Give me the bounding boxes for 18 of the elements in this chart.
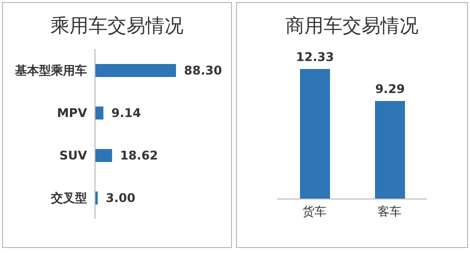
bar xyxy=(95,64,176,77)
data-label: 9.14 xyxy=(111,106,141,120)
chart-title: 商用车交易情况 xyxy=(284,15,420,39)
y-tick-label: SUV xyxy=(59,148,88,163)
y-tick-label: 基本型乘用车 xyxy=(14,64,87,78)
y-tick-label: MPV xyxy=(56,106,88,120)
data-label: 9.29 xyxy=(375,82,405,96)
y-tick-label: 交叉型 xyxy=(50,191,87,206)
bar xyxy=(95,192,98,204)
data-label: 12.33 xyxy=(296,50,334,64)
chart-title: 乘用车交易情况 xyxy=(50,15,184,39)
data-label: 3.00 xyxy=(106,191,136,205)
bar xyxy=(95,106,104,120)
x-tick-label: 货车 xyxy=(302,204,326,219)
bar xyxy=(95,149,112,162)
data-label: 88.30 xyxy=(184,64,222,78)
data-label: 18.62 xyxy=(120,148,158,162)
x-tick-label: 客车 xyxy=(378,204,402,219)
